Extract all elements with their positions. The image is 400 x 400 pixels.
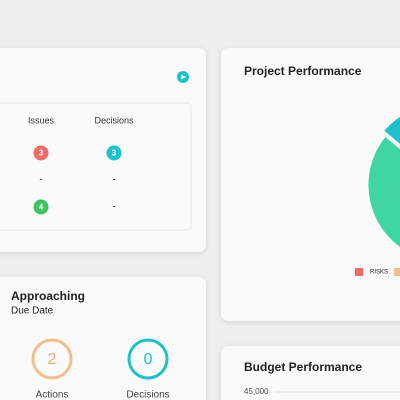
status-table: [0, 102, 192, 231]
card-title: Project Performance: [244, 64, 362, 78]
budget-card: [221, 346, 400, 400]
table-header: Issues: [28, 115, 55, 125]
budget-axis: 45,000: [244, 387, 400, 396]
badge: [33, 199, 49, 215]
legend-swatch: [355, 268, 363, 276]
table-cell: -: [112, 202, 115, 213]
count: 2: [48, 351, 57, 368]
card-title: Budget Performance: [244, 360, 362, 374]
legend-swatch: [394, 268, 400, 276]
play-icon: [181, 74, 186, 80]
badge-count: 3: [39, 149, 44, 158]
project-card: [221, 48, 400, 321]
badge: [33, 145, 49, 161]
legend-label: RISKS: [370, 270, 388, 276]
badge-count: 4: [39, 203, 44, 212]
pie-slice: [365, 132, 400, 251]
status-card: [0, 48, 206, 252]
due-card: [0, 277, 206, 400]
table-cell: -: [112, 175, 115, 186]
count-label: Actions: [36, 390, 69, 400]
table-header: Decisions: [94, 115, 134, 125]
card-subtitle: Due Date: [11, 306, 54, 317]
pie-slice: [380, 113, 400, 148]
table-cell: -: [39, 175, 42, 186]
count: 0: [144, 351, 153, 368]
y-tick-label: 45,000: [244, 387, 269, 396]
badge-count: 3: [112, 149, 117, 158]
count-ring: [127, 338, 169, 380]
badge: [106, 145, 122, 161]
count-label: Decisions: [126, 390, 169, 400]
count-ring: [31, 338, 73, 380]
card-title: Approaching: [11, 289, 85, 303]
